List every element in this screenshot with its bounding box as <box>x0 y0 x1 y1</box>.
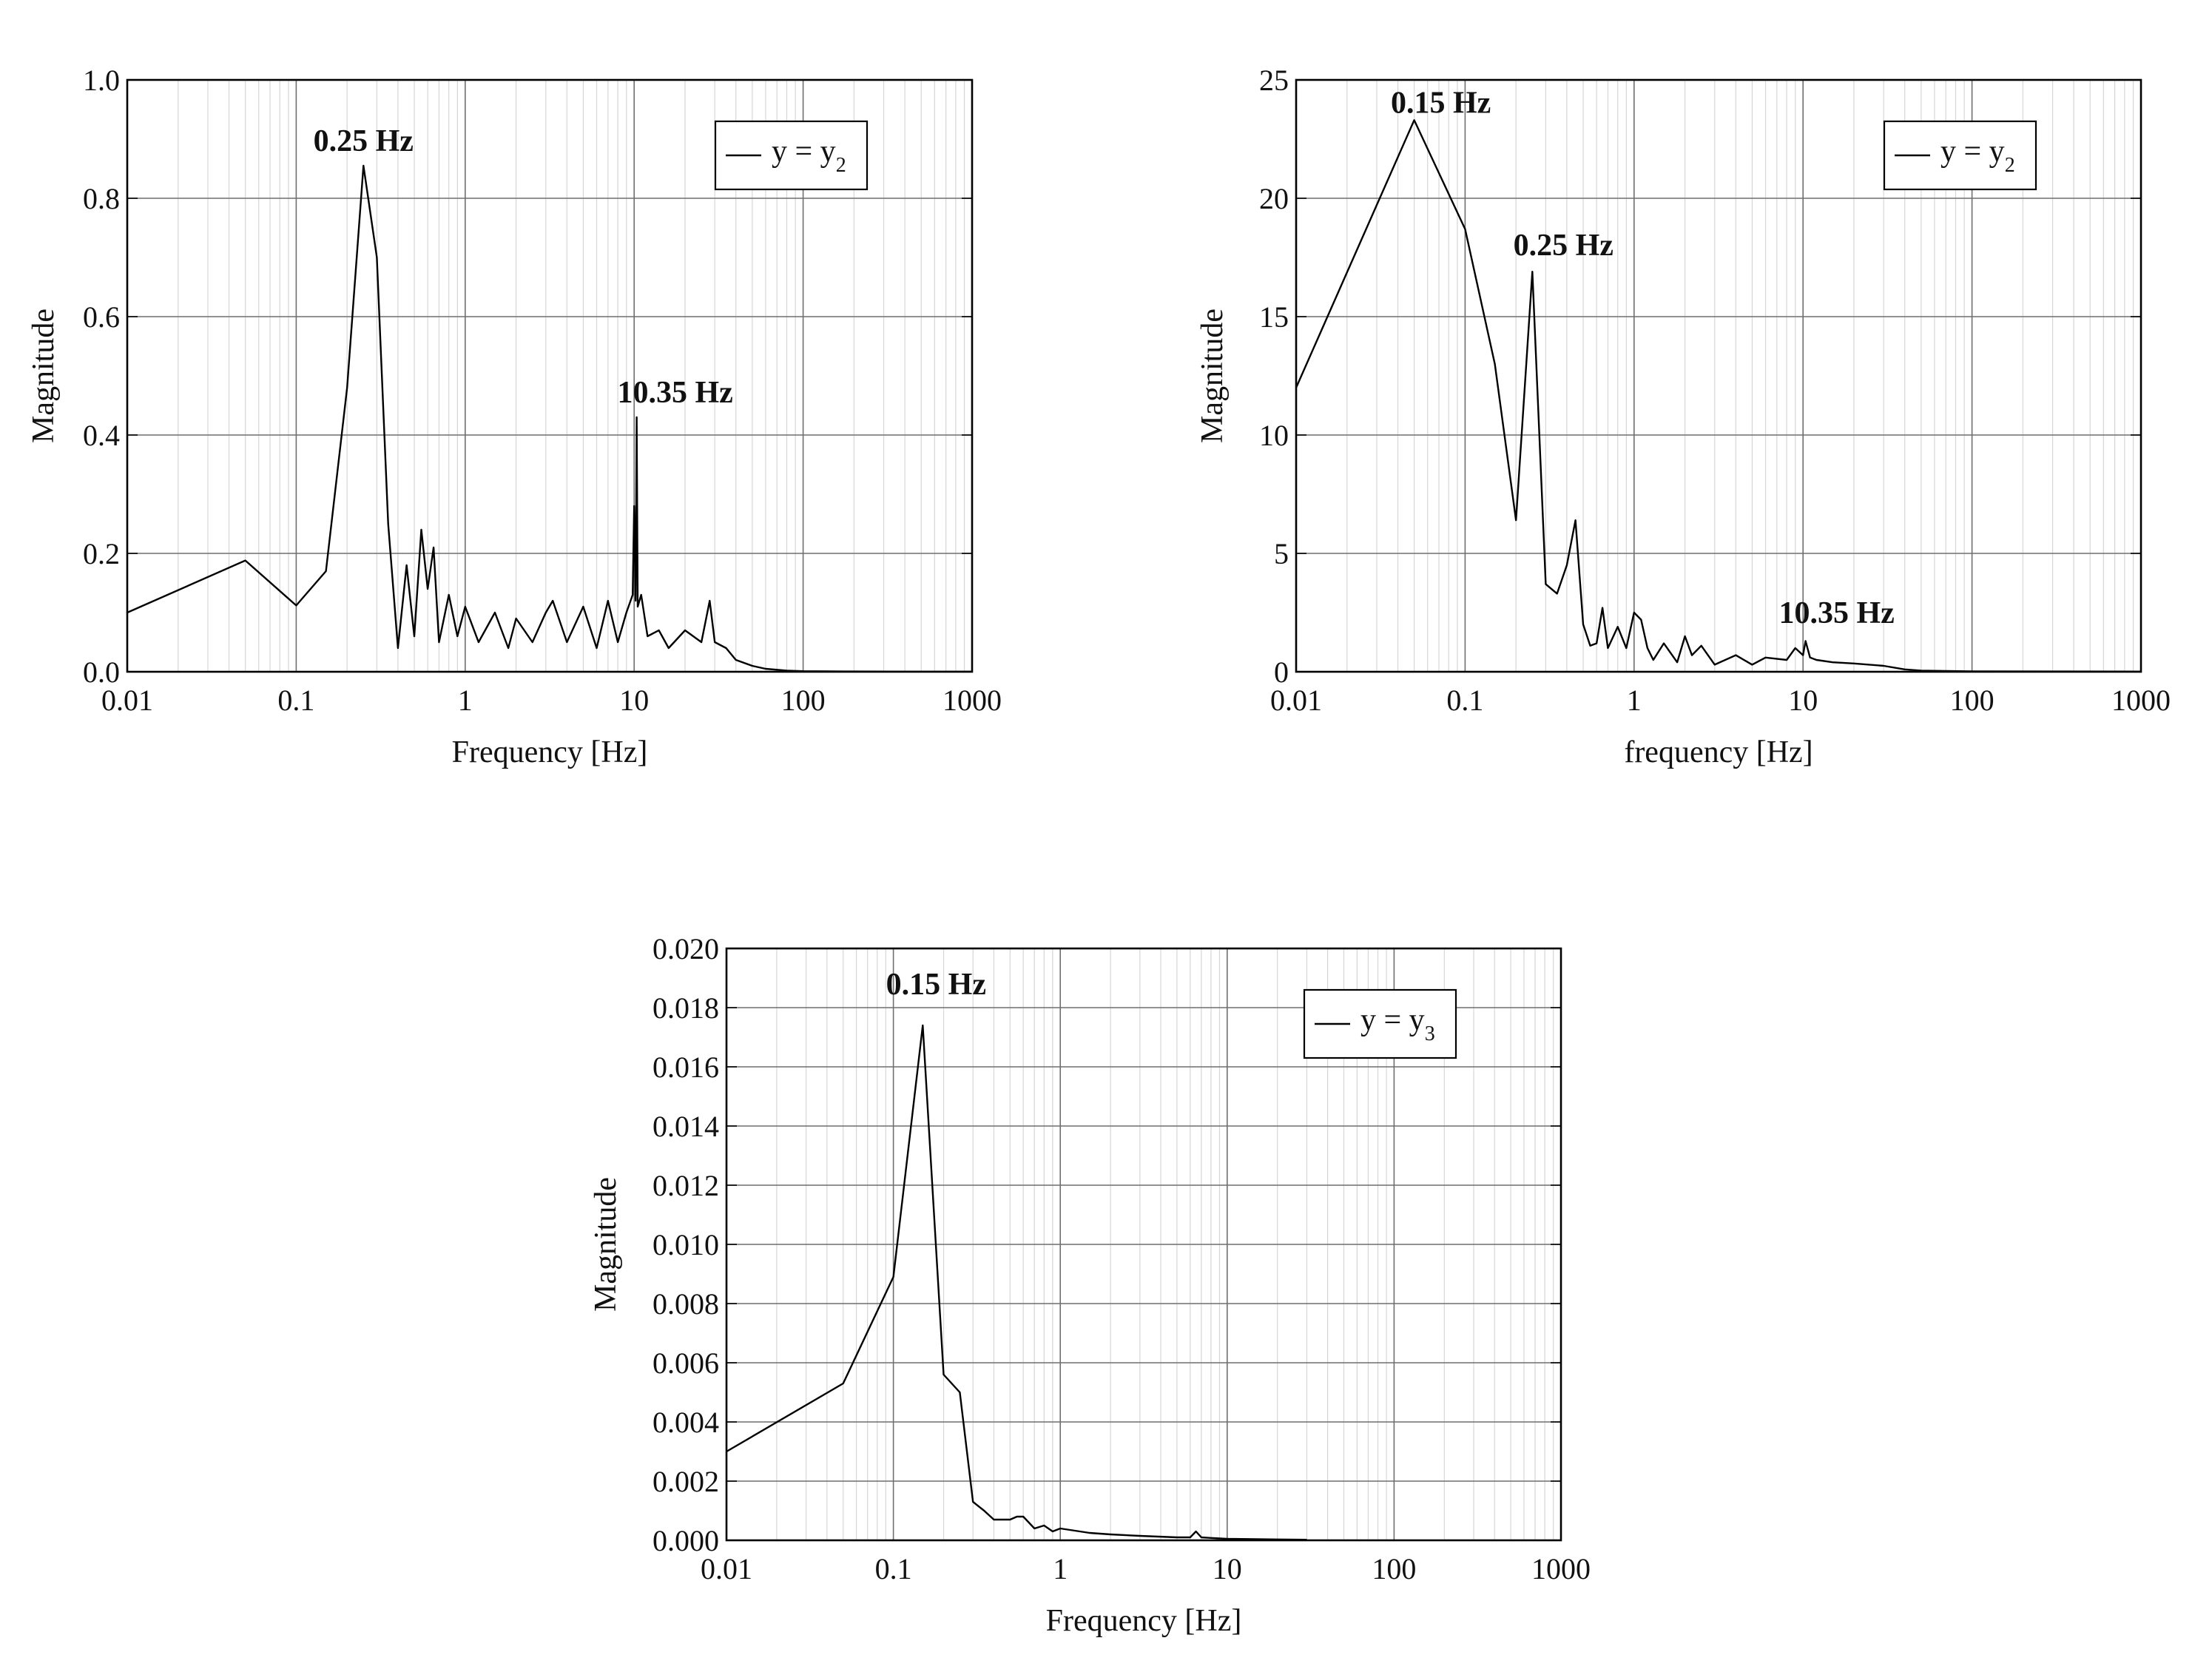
x-tick-label: 0.01 <box>101 684 153 717</box>
x-tick-label: 0.01 <box>1270 684 1322 717</box>
x-axis-label: Frequency [Hz] <box>452 735 648 769</box>
y-tick-label: 0.016 <box>653 1051 719 1084</box>
y-tick-label: 0.012 <box>653 1169 719 1202</box>
peak-annotation: 10.35 Hz <box>1778 596 1894 630</box>
y-axis-label: Magnitude <box>27 309 61 443</box>
x-tick-label: 10 <box>619 684 649 717</box>
plot-frame <box>725 947 1562 1542</box>
y-tick-label: 0.020 <box>653 932 719 965</box>
x-tick-label: 100 <box>781 684 826 717</box>
y-tick-label: 0.4 <box>83 419 120 452</box>
peak-annotation: 0.15 Hz <box>886 968 986 1002</box>
x-tick-label: 0.1 <box>875 1552 912 1585</box>
legend-label-subscript: 2 <box>2005 154 2015 177</box>
x-tick-label: 0.1 <box>1446 684 1483 717</box>
y-tick-label: 0.8 <box>83 182 120 215</box>
y-tick-label: 0.0 <box>83 655 120 689</box>
y-axis-label: Magnitude <box>1196 309 1230 443</box>
y-tick-label: 0 <box>1274 655 1289 689</box>
peak-annotation: 0.25 Hz <box>314 124 414 158</box>
y-tick-label: 0.006 <box>653 1346 719 1380</box>
y-tick-label: 20 <box>1259 182 1289 215</box>
y-tick-label: 0.002 <box>653 1465 719 1498</box>
y-tick-label: 25 <box>1259 64 1289 97</box>
y-tick-label: 15 <box>1259 300 1289 334</box>
plot-frame <box>1295 78 2142 673</box>
x-tick-label: 100 <box>1950 684 1994 717</box>
y-axis-label: Magnitude <box>589 1177 623 1312</box>
chart-1: 0.01 0.1 1 10 100 1000 0.0 0.2 0.4 0.6 0.8 1.0 0.25 … <box>27 64 1002 769</box>
legend-label-base: y = y <box>772 135 836 169</box>
x-tick-label: 100 <box>1372 1552 1416 1585</box>
plot-frame <box>126 78 974 673</box>
y-tick-label: 10 <box>1259 419 1289 452</box>
legend: y = y2 <box>714 120 869 191</box>
x-tick-label: 0.01 <box>701 1552 752 1585</box>
y-tick-label: 0.2 <box>83 537 120 570</box>
series-line-1 <box>127 164 972 672</box>
x-tick-label: 10 <box>1213 1552 1242 1585</box>
chart-2: 0.01 0.1 1 10 100 1000 0 5 10 15 20 25 0.15 Hz 0.25 H… <box>1196 64 2171 769</box>
y-tick-label: 0.6 <box>83 300 120 334</box>
y-tick-label: 0.000 <box>653 1524 719 1557</box>
x-tick-label: 1000 <box>943 684 1002 717</box>
legend-label-subscript: 3 <box>1425 1022 1435 1045</box>
y-tick-label: 0.018 <box>653 991 719 1025</box>
x-tick-label: 1000 <box>1531 1552 1591 1585</box>
y-tick-label: 0.014 <box>653 1110 719 1143</box>
legend: y = y2 <box>1883 120 2037 191</box>
x-tick-label: 0.1 <box>277 684 314 717</box>
legend-label-base: y = y <box>1940 135 2005 169</box>
series-line-1 <box>726 1024 1307 1541</box>
x-axis-label: Frequency [Hz] <box>1046 1604 1242 1638</box>
y-tick-label: 0.010 <box>653 1228 719 1261</box>
x-tick-label: 1 <box>458 684 473 717</box>
legend-label-subscript: 2 <box>836 154 846 177</box>
legend: y = y3 <box>1303 988 1457 1059</box>
x-tick-label: 10 <box>1788 684 1818 717</box>
legend-label: y = y2 <box>772 135 846 177</box>
x-tick-label: 1 <box>1053 1552 1068 1585</box>
y-tick-label: 0.004 <box>653 1406 719 1439</box>
chart-3: 0.01 0.1 1 10 100 1000 0.000 0.002 0.004 0.006 0.0… <box>589 932 1591 1638</box>
legend-label: y = y2 <box>1940 135 2015 177</box>
x-tick-label: 1 <box>1627 684 1642 717</box>
legend-label-base: y = y <box>1360 1003 1425 1037</box>
peak-annotation: 0.15 Hz <box>1391 86 1491 120</box>
series-line-1 <box>1295 119 2142 672</box>
x-axis-label: frequency [Hz] <box>1624 735 1813 769</box>
peak-annotation: 0.25 Hz <box>1514 229 1614 263</box>
peak-annotation: 10.35 Hz <box>617 376 732 410</box>
y-tick-label: 0.008 <box>653 1287 719 1321</box>
y-tick-label: 5 <box>1274 537 1289 570</box>
legend-label: y = y3 <box>1360 1003 1435 1045</box>
y-tick-label: 1.0 <box>83 64 120 97</box>
x-tick-label: 1000 <box>2111 684 2171 717</box>
